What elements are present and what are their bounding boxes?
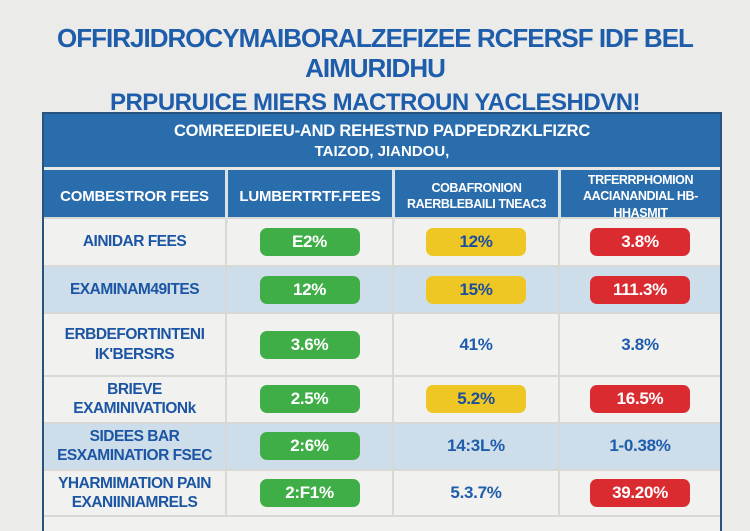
table-row: ERBDEFORTINTENI IK'BERSRS 3.6% 41% 3.8%	[44, 312, 720, 375]
value-badge: 2:F1%	[259, 478, 360, 507]
page-title-line2: PRPURUICE MIERS MACTROUN YACLESHDVN!	[109, 88, 641, 116]
value-badge: 3.8%	[590, 228, 690, 256]
row-label-cell: SIDEES BAR ESXAMINATIOR FSEC	[44, 424, 225, 469]
value-badge: 12%	[426, 228, 526, 256]
value-cell: 3.8%	[558, 219, 720, 265]
row-label-cell: AINIDAR FEES	[44, 219, 225, 265]
value-badge: 14:3L%	[447, 436, 505, 456]
value-cell: 39.20%	[558, 470, 720, 516]
value-badge: 5.2%	[426, 385, 526, 414]
value-badge: 12%	[259, 275, 360, 304]
value-cell: 111.3%	[558, 267, 720, 312]
table-row: EXAMINAM49ITES 12% 15% 111.3%	[44, 265, 720, 312]
value-badge: 111.3%	[590, 275, 690, 304]
value-cell: 3.8%	[558, 314, 720, 375]
value-cell: 2:6%	[225, 423, 392, 469]
value-cell: 14:3L%	[392, 423, 558, 469]
row-label: AINIDAR FEES	[82, 233, 187, 251]
value-badge: 16.5%	[590, 385, 690, 414]
value-cell: 15%	[392, 267, 558, 312]
value-badge: 5.3.7%	[450, 482, 502, 502]
value-badge: 41%	[459, 334, 493, 354]
row-label-cell: BRIEVE EXAMINIVATIONk	[44, 377, 225, 422]
row-label: EXAMINAM49ITES	[69, 280, 200, 298]
page-title: OFFIRJIDROCYMAIBORALZEFIZEE RCFERSF IDF …	[0, 23, 750, 117]
value-cell: 2:F1%	[225, 470, 392, 516]
value-badge: 39.20%	[590, 478, 690, 507]
value-badge: 1-0.38%	[609, 436, 671, 456]
value-badge: 2.5%	[259, 385, 360, 414]
row-label-cell: YHARMIMATION PAIN EXANIINIAMRELS	[44, 471, 225, 516]
value-cell: 1-0.38%	[558, 423, 720, 469]
value-cell: 2.5%	[225, 377, 392, 422]
row-label-cell: ERBDEFORTINTENI IK'BERSRS	[44, 314, 225, 375]
value-badge: 3.6%	[259, 330, 360, 359]
value-badge: 3.8%	[621, 334, 659, 354]
value-cell: 3.6%	[225, 314, 392, 375]
value-cell: 12%	[225, 267, 392, 312]
value-cell: 41%	[392, 314, 558, 375]
banner-divider	[44, 167, 720, 170]
row-label: YHARMIMATION PAIN EXANIINIAMRELS	[58, 474, 211, 511]
value-cell: E2%	[225, 219, 392, 265]
table-banner: COMREEDIEEU-AND REHESTND PADPEDRZKLFIZRC…	[44, 114, 720, 167]
table-banner-line2: TAIZOD, JIANDOU,	[314, 142, 450, 160]
table-row: SIDEES BAR ESXAMINATIOR FSEC 2:6% 14:3L%…	[44, 421, 720, 469]
column-header-lumber-fees: LUMBERTRTF.FEES	[225, 170, 392, 223]
row-label: SIDEES BAR ESXAMINATIOR FSEC	[57, 427, 212, 465]
table-banner-line1: COMREEDIEEU-AND REHESTND PADPEDRZKLFIZRC	[173, 121, 591, 140]
value-cell: 16.5%	[558, 377, 720, 422]
fees-table: COMREEDIEEU-AND REHESTND PADPEDRZKLFIZRC…	[42, 112, 722, 531]
table-row: YHARMIMATION PAIN EXANIINIAMRELS 2:F1% 5…	[44, 468, 720, 516]
table-header-row: COMBESTROR FEES LUMBERTRTF.FEES COBAFRON…	[44, 170, 720, 223]
value-badge: 15%	[426, 275, 526, 304]
clipped-next-row	[44, 515, 720, 531]
column-header-combestror-fees: COMBESTROR FEES	[60, 187, 209, 205]
table-row: AINIDAR FEES E2% 12% 3.8%	[44, 217, 720, 265]
column-header-cobafronion: COBAFRONION RAERBLEBAILI TNEAC3	[392, 170, 558, 223]
value-cell: 12%	[392, 219, 558, 265]
value-cell: 5.3.7%	[392, 470, 558, 516]
row-label: BRIEVE EXAMINIVATIONk	[73, 381, 196, 418]
column-header-trferrphomion: TRFERRPHOMION AACIANANDIAL HB-HHASMIT	[558, 170, 720, 223]
page-title-line1: OFFIRJIDROCYMAIBORALZEFIZEE RCFERSF IDF …	[57, 23, 694, 83]
row-label-cell: EXAMINAM49ITES	[44, 267, 225, 312]
value-badge: E2%	[259, 228, 360, 256]
row-label: ERBDEFORTINTENI IK'BERSRS	[64, 326, 205, 363]
value-cell: 5.2%	[392, 377, 558, 422]
table-row: BRIEVE EXAMINIVATIONk 2.5% 5.2% 16.5%	[44, 375, 720, 422]
value-badge: 2:6%	[259, 432, 360, 461]
